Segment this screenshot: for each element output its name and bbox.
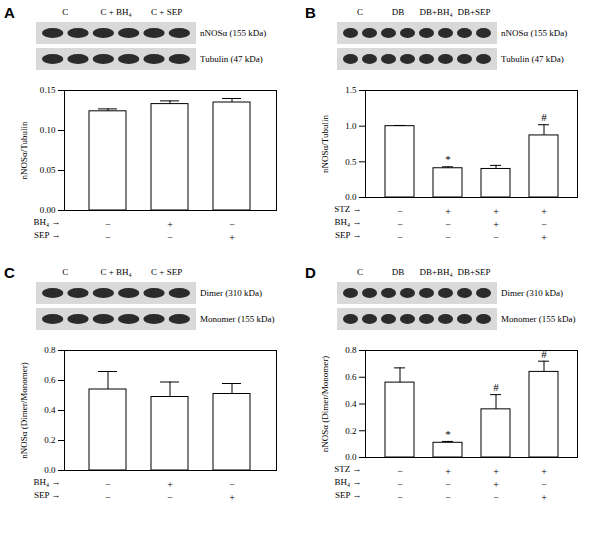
svg-text:+: + — [493, 479, 499, 490]
svg-text:−: − — [167, 232, 173, 243]
svg-text:+: + — [167, 219, 173, 230]
svg-text:+: + — [493, 466, 499, 477]
svg-text:0.0: 0.0 — [44, 465, 56, 475]
svg-text:−: − — [105, 232, 111, 243]
svg-text:+: + — [229, 492, 235, 503]
svg-text:#: # — [493, 381, 499, 393]
svg-text:−: − — [229, 219, 235, 230]
svg-text:DB+SEP: DB+SEP — [457, 267, 490, 277]
svg-text:STZ →: STZ → — [334, 464, 361, 474]
svg-text:0.4: 0.4 — [44, 405, 56, 415]
svg-text:Dimer (310 kDa): Dimer (310 kDa) — [501, 288, 563, 298]
svg-text:C: C — [357, 7, 363, 17]
svg-text:+: + — [445, 206, 451, 217]
svg-text:−: − — [445, 492, 451, 503]
svg-text:0.2: 0.2 — [345, 426, 356, 436]
svg-text:0.6: 0.6 — [345, 372, 357, 382]
svg-text:SEP →: SEP → — [335, 230, 361, 240]
svg-text:0.8: 0.8 — [44, 345, 56, 355]
svg-text:BH₄ →: BH₄ → — [335, 217, 362, 227]
html-text:C: C — [4, 264, 15, 281]
svg-text:+: + — [229, 232, 235, 243]
svg-text:−: − — [397, 219, 403, 230]
svg-text:−: − — [445, 219, 451, 230]
svg-text:−: − — [397, 206, 403, 217]
svg-text:+: + — [167, 479, 173, 490]
svg-text:C + SEP: C + SEP — [151, 267, 182, 277]
svg-text:−: − — [397, 232, 403, 243]
svg-text:DB: DB — [392, 267, 405, 277]
svg-text:Tubulin (47 kDa): Tubulin (47 kDa) — [501, 54, 564, 64]
svg-text:+: + — [445, 466, 451, 477]
svg-text:−: − — [105, 479, 111, 490]
svg-text:−: − — [493, 232, 499, 243]
svg-text:nNOSα (Dimer/Monomer): nNOSα (Dimer/Monomer) — [320, 356, 330, 452]
svg-text:0.4: 0.4 — [345, 399, 357, 409]
svg-text:0.15: 0.15 — [40, 85, 56, 95]
svg-text:SEP →: SEP → — [34, 490, 60, 500]
html-text:B: B — [305, 4, 316, 21]
svg-text:nNOSα (155 kDa): nNOSα (155 kDa) — [200, 28, 266, 38]
svg-text:−: − — [397, 492, 403, 503]
svg-text:−: − — [105, 219, 111, 230]
svg-text:−: − — [445, 479, 451, 490]
svg-text:nNOSα/Tubulin: nNOSα/Tubulin — [320, 115, 330, 173]
svg-text:+: + — [493, 206, 499, 217]
svg-text:C: C — [62, 7, 68, 17]
svg-text:0.0: 0.0 — [345, 452, 357, 462]
svg-text:−: − — [167, 492, 173, 503]
svg-text:BH₄ →: BH₄ → — [34, 217, 61, 227]
svg-text:+: + — [541, 466, 547, 477]
svg-text:C + BH₄: C + BH₄ — [100, 7, 131, 17]
svg-text:−: − — [445, 232, 451, 243]
svg-text:−: − — [541, 219, 547, 230]
svg-text:DB+BH₄: DB+BH₄ — [419, 7, 452, 17]
svg-text:1.0: 1.0 — [345, 121, 357, 131]
svg-text:0.6: 0.6 — [44, 375, 56, 385]
svg-text:SEP →: SEP → — [34, 230, 60, 240]
html-text:D: D — [305, 264, 316, 281]
svg-text:0.2: 0.2 — [44, 435, 55, 445]
svg-text:STZ →: STZ → — [334, 204, 361, 214]
svg-text:nNOSα (155 kDa): nNOSα (155 kDa) — [501, 28, 567, 38]
svg-text:Monomer (155 kDa): Monomer (155 kDa) — [200, 314, 274, 324]
svg-text:DB+BH₄: DB+BH₄ — [419, 267, 452, 277]
svg-text:−: − — [493, 492, 499, 503]
svg-text:1.5: 1.5 — [345, 85, 357, 95]
svg-text:+: + — [541, 206, 547, 217]
svg-text:−: − — [229, 479, 235, 490]
svg-text:DB: DB — [392, 7, 405, 17]
svg-text:−: − — [397, 466, 403, 477]
svg-text:0.8: 0.8 — [345, 345, 357, 355]
svg-text:SEP →: SEP → — [335, 490, 361, 500]
svg-text:+: + — [541, 492, 547, 503]
svg-text:0.05: 0.05 — [40, 165, 56, 175]
svg-text:BH₄ →: BH₄ → — [34, 477, 61, 487]
svg-text:−: − — [397, 479, 403, 490]
svg-text:DB+SEP: DB+SEP — [457, 7, 490, 17]
svg-text:#: # — [541, 348, 547, 360]
svg-text:C: C — [62, 267, 68, 277]
svg-text:Dimer (310 kDa): Dimer (310 kDa) — [200, 288, 262, 298]
svg-text:*: * — [445, 428, 451, 440]
svg-text:+: + — [541, 232, 547, 243]
svg-text:0.0: 0.0 — [345, 192, 357, 202]
svg-text:0.5: 0.5 — [345, 157, 357, 167]
svg-text:−: − — [105, 492, 111, 503]
svg-text:nNOSα (Dimer/Monomer): nNOSα (Dimer/Monomer) — [19, 362, 29, 458]
svg-text:Monomer (155 kDa): Monomer (155 kDa) — [501, 314, 575, 324]
svg-text:*: * — [445, 153, 451, 165]
svg-text:Tubulin (47 kDa): Tubulin (47 kDa) — [200, 54, 263, 64]
svg-text:0.00: 0.00 — [40, 205, 56, 215]
svg-text:C + BH₄: C + BH₄ — [100, 267, 131, 277]
svg-text:+: + — [493, 219, 499, 230]
svg-text:C + SEP: C + SEP — [151, 7, 182, 17]
svg-text:BH₄ →: BH₄ → — [335, 477, 362, 487]
html-text:A: A — [4, 4, 15, 21]
svg-text:nNOSα/Tubulin: nNOSα/Tubulin — [19, 121, 29, 179]
svg-text:#: # — [541, 111, 547, 123]
svg-text:−: − — [541, 479, 547, 490]
svg-text:0.10: 0.10 — [40, 125, 56, 135]
svg-text:C: C — [357, 267, 363, 277]
